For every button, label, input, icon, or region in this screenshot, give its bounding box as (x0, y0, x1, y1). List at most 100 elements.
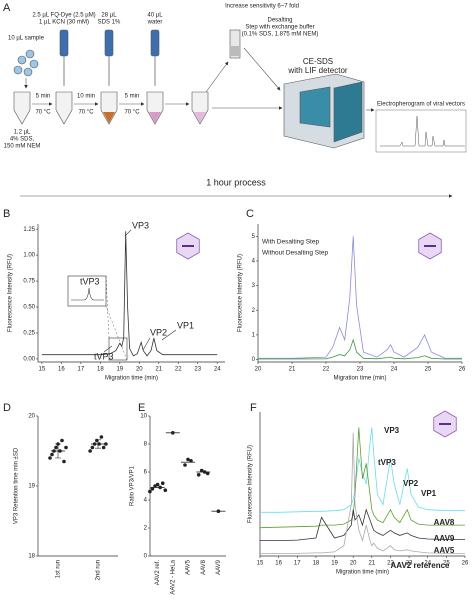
data-point (104, 442, 108, 446)
x-tick-label: 21 (289, 367, 296, 373)
x-tick-label: 22 (387, 561, 394, 567)
data-point (60, 438, 64, 443)
trace-label: AAV9 (434, 534, 455, 543)
desalting-label: Desalting (267, 18, 292, 24)
water-label: water (147, 20, 163, 26)
peak-label: VP1 (421, 489, 437, 498)
x-tick-label: 26 (462, 561, 469, 567)
y-tick-label: 1 (252, 332, 256, 338)
x-tick-label: 16 (275, 561, 282, 567)
trace (260, 508, 465, 541)
data-point (99, 435, 104, 439)
peak-label: tVP3 (80, 276, 100, 286)
incubation-label: 5 min (36, 94, 51, 100)
incubation-label: 10 min (77, 94, 95, 100)
x-tick-label: 23 (194, 367, 201, 373)
data-point (160, 481, 165, 486)
y-tick-label: 3 (252, 283, 256, 289)
dye-label: 1 µL KCN (30 mM) (39, 20, 89, 26)
data-point (62, 459, 66, 464)
incubation-label: 70 °C (78, 110, 94, 116)
data-point (163, 488, 168, 493)
x-tick-label: 21 (155, 367, 162, 373)
x-tick-label: 18 (313, 561, 320, 567)
x-tick-label: 22 (323, 367, 330, 373)
y-axis-label: VP3 Retention time min ±SD (14, 447, 20, 524)
panel-label: A (3, 2, 11, 14)
panel-label: D (3, 402, 11, 414)
data-point (196, 473, 201, 477)
reagent-label: 150 mM NEM (4, 144, 41, 150)
zoom-box (108, 337, 128, 361)
data-point (101, 445, 106, 450)
incubation-label: 5 min (125, 94, 140, 100)
reagent-label: 1.2 µL (14, 130, 31, 136)
x-tick-label: AAV2 - HeLa (170, 559, 176, 594)
peak-label: tVP3 (378, 458, 396, 467)
y-tick-label: 20 (28, 414, 35, 420)
x-axis-label: Migration time (min) (333, 376, 386, 382)
y-axis-label: Fluorescence Intensity (RFU) (238, 254, 244, 332)
inset-trace (71, 287, 104, 301)
x-tick-label: 19 (116, 367, 123, 373)
data-point (48, 456, 52, 460)
trace-label: AAV8 (434, 518, 455, 527)
y-tick-label: 4 (144, 498, 148, 504)
data-point (64, 445, 68, 450)
trace (259, 427, 465, 529)
y-axis-label: Ratio VP3/VP1 (130, 465, 136, 506)
error-bar (55, 443, 61, 459)
instrument-label: CE-SDS (303, 57, 333, 66)
x-tick-label: 20 (136, 367, 143, 373)
x-tick-label: 16 (58, 367, 65, 373)
x-tick-label: 17 (78, 367, 85, 373)
panel-label: E (138, 402, 145, 414)
trace-label: AAV5 (434, 546, 455, 555)
trace (258, 338, 462, 360)
x-tick-label: 25 (443, 561, 450, 567)
y-tick-label: 0.75 (23, 279, 35, 285)
x-tick-label: 20 (350, 561, 357, 567)
peak-label: VP1 (177, 320, 194, 330)
data-point (189, 459, 193, 463)
zoom-guide (105, 275, 128, 361)
y-tick-label: 2 (252, 308, 256, 314)
y-tick-label: 0.50 (23, 305, 35, 311)
sds-label: SDS 1% (98, 20, 121, 26)
x-axis-label: Migration time (min) (336, 570, 389, 576)
reagent-label: 4% SDS, (10, 137, 35, 143)
x-tick-label: AAV9 (216, 559, 222, 575)
water-label: 40 µL (147, 13, 163, 19)
panel-label: C (246, 208, 254, 220)
y-tick-label: 4 (252, 259, 256, 265)
peak-label: VP2 (150, 327, 167, 337)
sds-label: 28 µL (101, 13, 117, 19)
y-tick-label: 19 (28, 484, 35, 490)
trace-label: AAV2 reference (391, 561, 451, 570)
axis (149, 416, 226, 557)
data-point (148, 489, 152, 494)
data-point (90, 445, 95, 450)
y-axis-label: Fluorescence Intensity (RFU) (8, 254, 14, 332)
x-tick-label: 15 (39, 367, 46, 373)
x-axis-label: Migration time (min) (105, 376, 158, 382)
axis (37, 224, 225, 363)
y-tick-label: 0.25 (23, 331, 35, 337)
x-tick-label: 22 (175, 367, 182, 373)
trace (260, 432, 465, 554)
data-point (199, 468, 204, 473)
x-tick-label: 21 (368, 561, 375, 567)
data-point (88, 449, 92, 453)
x-tick-label: 15 (257, 561, 264, 567)
y-tick-label: 1.25 (23, 227, 35, 233)
schematic-art (13, 29, 467, 198)
y-tick-label: 0.00 (23, 356, 35, 362)
trace (41, 231, 218, 357)
x-tick-label: 24 (424, 561, 431, 567)
axis (37, 416, 118, 557)
y-tick-label: 6 (144, 470, 148, 476)
data-point (155, 482, 160, 487)
data-point (186, 457, 190, 462)
legend-entry: With Desalting Step (262, 239, 319, 246)
peak-label: VP3 (384, 426, 400, 435)
